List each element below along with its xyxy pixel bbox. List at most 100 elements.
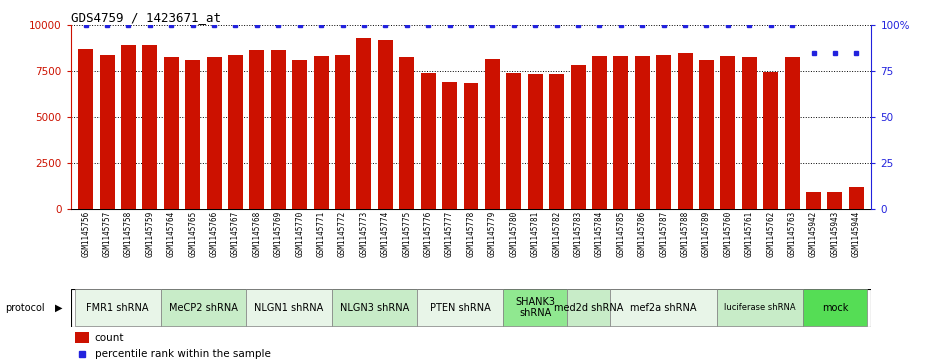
Text: GSM1145756: GSM1145756 (81, 211, 90, 257)
Bar (399, 57, 414, 209)
Bar (592, 56, 607, 209)
Text: GSM1145784: GSM1145784 (595, 211, 604, 257)
Text: ▶: ▶ (55, 303, 62, 313)
Bar (571, 65, 586, 209)
Text: GSM1145776: GSM1145776 (424, 211, 432, 257)
Bar (246, 289, 332, 326)
Text: GDS4759 / 1423671_at: GDS4759 / 1423671_at (71, 11, 220, 24)
Text: GSM1145772: GSM1145772 (338, 211, 347, 257)
Bar (314, 56, 329, 209)
Text: GSM1145789: GSM1145789 (702, 211, 711, 257)
Text: GSM1145761: GSM1145761 (745, 211, 754, 257)
Bar (485, 59, 500, 209)
Text: NLGN1 shRNA: NLGN1 shRNA (254, 303, 324, 313)
Text: GSM1145782: GSM1145782 (552, 211, 561, 257)
Bar (657, 55, 671, 209)
Text: GSM1145774: GSM1145774 (381, 211, 390, 257)
Bar (827, 192, 842, 209)
Bar (463, 83, 479, 209)
Bar (121, 45, 136, 209)
Text: GSM1145757: GSM1145757 (103, 211, 111, 257)
Text: GSM1145778: GSM1145778 (466, 211, 476, 257)
Bar (567, 289, 610, 326)
Bar (332, 289, 417, 326)
Text: GSM1145786: GSM1145786 (638, 211, 647, 257)
Text: SHANK3
shRNA: SHANK3 shRNA (515, 297, 555, 318)
Text: GSM1145758: GSM1145758 (124, 211, 133, 257)
Text: PTEN shRNA: PTEN shRNA (430, 303, 491, 313)
Text: GSM1145762: GSM1145762 (766, 211, 775, 257)
Bar (528, 74, 543, 209)
Bar (270, 50, 285, 209)
Text: med2d shRNA: med2d shRNA (554, 303, 624, 313)
Text: FMR1 shRNA: FMR1 shRNA (87, 303, 149, 313)
Text: GSM1145785: GSM1145785 (616, 211, 625, 257)
Text: mock: mock (821, 303, 848, 313)
Text: GSM1145780: GSM1145780 (510, 211, 518, 257)
Text: GSM1145942: GSM1145942 (809, 211, 818, 257)
Text: GSM1145788: GSM1145788 (680, 211, 690, 257)
Text: GSM1145771: GSM1145771 (317, 211, 326, 257)
Text: count: count (94, 333, 124, 343)
Bar (806, 192, 821, 209)
Text: GSM1145779: GSM1145779 (488, 211, 497, 257)
Bar (164, 57, 179, 209)
Bar (292, 60, 307, 209)
Bar (699, 60, 714, 209)
Text: GSM1145765: GSM1145765 (188, 211, 197, 257)
Bar (785, 57, 800, 209)
Bar (549, 74, 564, 209)
Bar (613, 56, 628, 209)
Bar (503, 289, 567, 326)
Bar (356, 38, 371, 209)
Bar (763, 72, 778, 209)
Bar (610, 289, 717, 326)
Bar (803, 289, 867, 326)
Bar (75, 289, 160, 326)
Bar (160, 289, 246, 326)
Bar (721, 56, 736, 209)
Text: GSM1145783: GSM1145783 (574, 211, 582, 257)
Bar (717, 289, 803, 326)
Bar (78, 49, 93, 209)
Bar (417, 289, 503, 326)
Bar (421, 73, 435, 209)
Bar (228, 55, 243, 209)
Text: GSM1145759: GSM1145759 (145, 211, 154, 257)
Text: GSM1145781: GSM1145781 (530, 211, 540, 257)
Text: GSM1145763: GSM1145763 (788, 211, 797, 257)
Bar (142, 45, 157, 209)
Text: mef2a shRNA: mef2a shRNA (630, 303, 697, 313)
Text: GSM1145767: GSM1145767 (231, 211, 240, 257)
Text: protocol: protocol (5, 303, 44, 313)
Text: GSM1145777: GSM1145777 (445, 211, 454, 257)
Text: GSM1145770: GSM1145770 (295, 211, 304, 257)
Text: GSM1145775: GSM1145775 (402, 211, 412, 257)
Text: GSM1145943: GSM1145943 (831, 211, 839, 257)
Text: GSM1145764: GSM1145764 (167, 211, 176, 257)
Bar (186, 60, 200, 209)
Bar (635, 56, 650, 209)
Text: MeCP2 shRNA: MeCP2 shRNA (169, 303, 237, 313)
Text: luciferase shRNA: luciferase shRNA (724, 303, 796, 312)
Bar (741, 57, 756, 209)
Bar (378, 40, 393, 209)
Bar (335, 55, 350, 209)
Bar (206, 57, 221, 209)
Text: GSM1145760: GSM1145760 (723, 211, 733, 257)
Text: GSM1145944: GSM1145944 (852, 211, 861, 257)
Bar (677, 53, 692, 209)
Bar (250, 50, 265, 209)
Text: NLGN3 shRNA: NLGN3 shRNA (340, 303, 409, 313)
Bar (442, 82, 457, 209)
Text: GSM1145769: GSM1145769 (274, 211, 283, 257)
Text: percentile rank within the sample: percentile rank within the sample (94, 349, 270, 359)
Bar (506, 73, 521, 209)
Bar (74, 332, 89, 343)
Text: GSM1145766: GSM1145766 (209, 211, 219, 257)
Text: GSM1145768: GSM1145768 (252, 211, 262, 257)
Text: GSM1145773: GSM1145773 (360, 211, 368, 257)
Bar (849, 187, 864, 209)
Bar (100, 55, 115, 209)
Text: GSM1145787: GSM1145787 (659, 211, 668, 257)
